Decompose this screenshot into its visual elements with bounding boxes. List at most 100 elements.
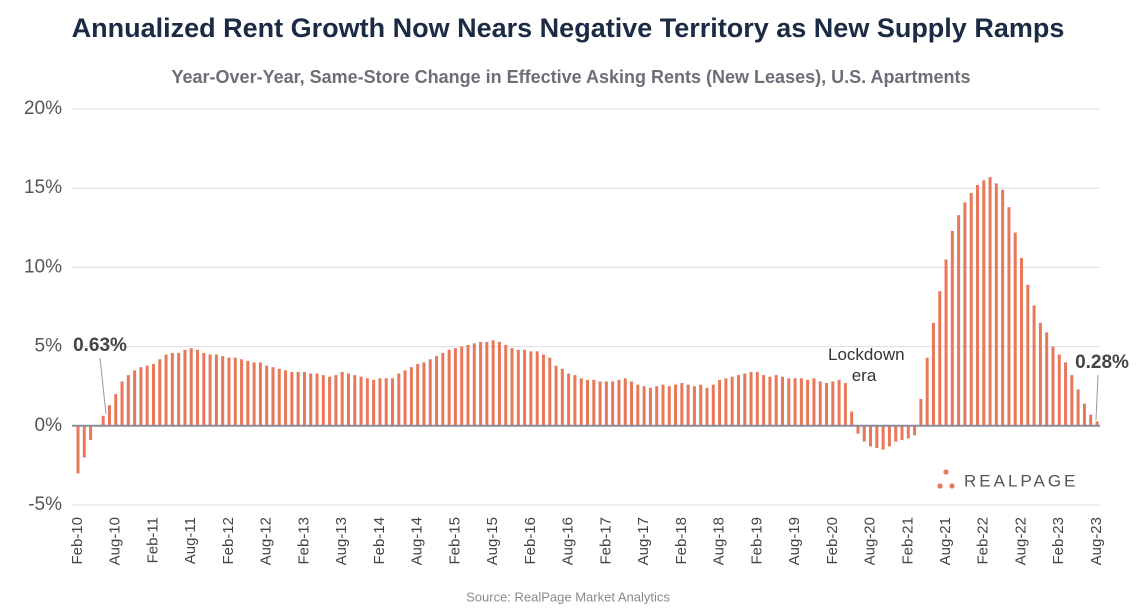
bar (120, 381, 124, 426)
bar (233, 357, 237, 426)
bar (1001, 189, 1005, 426)
bar (196, 349, 200, 426)
bar (825, 383, 829, 426)
bar (497, 341, 501, 426)
bar (623, 378, 627, 426)
y-tick-label: 5% (35, 336, 63, 357)
bar (1070, 375, 1074, 426)
bar (265, 365, 269, 426)
x-tick-label: Aug-12 (258, 517, 275, 565)
bar (887, 425, 891, 447)
bar (208, 354, 212, 426)
source: Source: RealPage Market Analytics (466, 589, 670, 604)
bar (504, 345, 508, 426)
bar (428, 359, 432, 426)
bar (567, 373, 571, 426)
bar (277, 368, 281, 426)
bar (692, 386, 696, 426)
x-tick-label: Aug-22 (1012, 517, 1029, 565)
bar (925, 357, 929, 426)
bar (642, 386, 646, 426)
x-tick-label: Feb-13 (295, 517, 312, 565)
chart-subtitle: Year-Over-Year, Same-Store Change in Eff… (172, 67, 971, 87)
bar (1089, 414, 1093, 426)
x-tick-label: Feb-22 (975, 517, 992, 565)
bar (931, 322, 935, 426)
bar (963, 202, 967, 426)
bar (535, 351, 539, 426)
bar (309, 373, 313, 426)
bar (718, 379, 722, 426)
bar (523, 349, 527, 426)
bar (881, 425, 885, 450)
bar (82, 425, 86, 458)
bar (743, 373, 747, 426)
annotation: Lockdown era (828, 345, 905, 385)
bar (837, 379, 841, 426)
bar (818, 381, 822, 426)
bar (516, 349, 520, 426)
bar (850, 411, 854, 426)
bar (755, 371, 759, 426)
x-tick-label: Aug-19 (786, 517, 803, 565)
bar (617, 379, 621, 426)
bar (435, 356, 439, 426)
bar (491, 340, 495, 426)
x-tick-label: Feb-12 (220, 517, 237, 565)
annotation: 0.28% (1075, 352, 1129, 373)
bar (315, 373, 319, 426)
bar (573, 375, 577, 426)
bar (674, 384, 678, 426)
bar (114, 394, 118, 426)
bar (541, 354, 545, 426)
bar (101, 415, 105, 426)
bar (705, 387, 709, 426)
bar (969, 192, 973, 426)
chart-title: Annualized Rent Growth Now Nears Negativ… (72, 13, 1065, 43)
bar (1082, 403, 1086, 426)
bar (749, 371, 753, 426)
bar (1064, 362, 1068, 426)
y-tick-label: 20% (24, 98, 62, 119)
bar (529, 351, 533, 426)
leader-line (99, 357, 107, 415)
bar (365, 378, 369, 426)
bar (1057, 354, 1061, 426)
bar (988, 177, 992, 426)
bar (340, 371, 344, 426)
bar (240, 359, 244, 426)
bar (875, 425, 879, 448)
bar (1038, 322, 1042, 426)
bar (799, 378, 803, 426)
x-tick-label: Feb-19 (748, 517, 765, 565)
bar (592, 379, 596, 426)
bar (843, 383, 847, 426)
bar (762, 375, 766, 426)
x-tick-label: Feb-15 (446, 517, 463, 565)
bar (806, 379, 810, 426)
bar (862, 425, 866, 442)
bar (271, 367, 275, 426)
x-tick-label: Aug-17 (635, 517, 652, 565)
leader-line (1095, 374, 1099, 421)
bar (284, 370, 288, 426)
bar (384, 378, 388, 426)
x-tick-label: Feb-21 (899, 517, 916, 565)
bar (1026, 284, 1030, 426)
x-tick-label: Feb-16 (522, 517, 539, 565)
bar (89, 425, 93, 441)
bar (328, 376, 332, 426)
bar (598, 381, 602, 426)
bar (554, 365, 558, 426)
bar (164, 354, 168, 426)
bar (189, 348, 193, 426)
x-tick-label: Feb-11 (144, 517, 161, 563)
bar (252, 362, 256, 426)
bar (560, 368, 564, 426)
bar (353, 375, 357, 426)
bar (730, 376, 734, 426)
bar (302, 371, 306, 426)
bar (611, 381, 615, 426)
bar (812, 378, 816, 426)
